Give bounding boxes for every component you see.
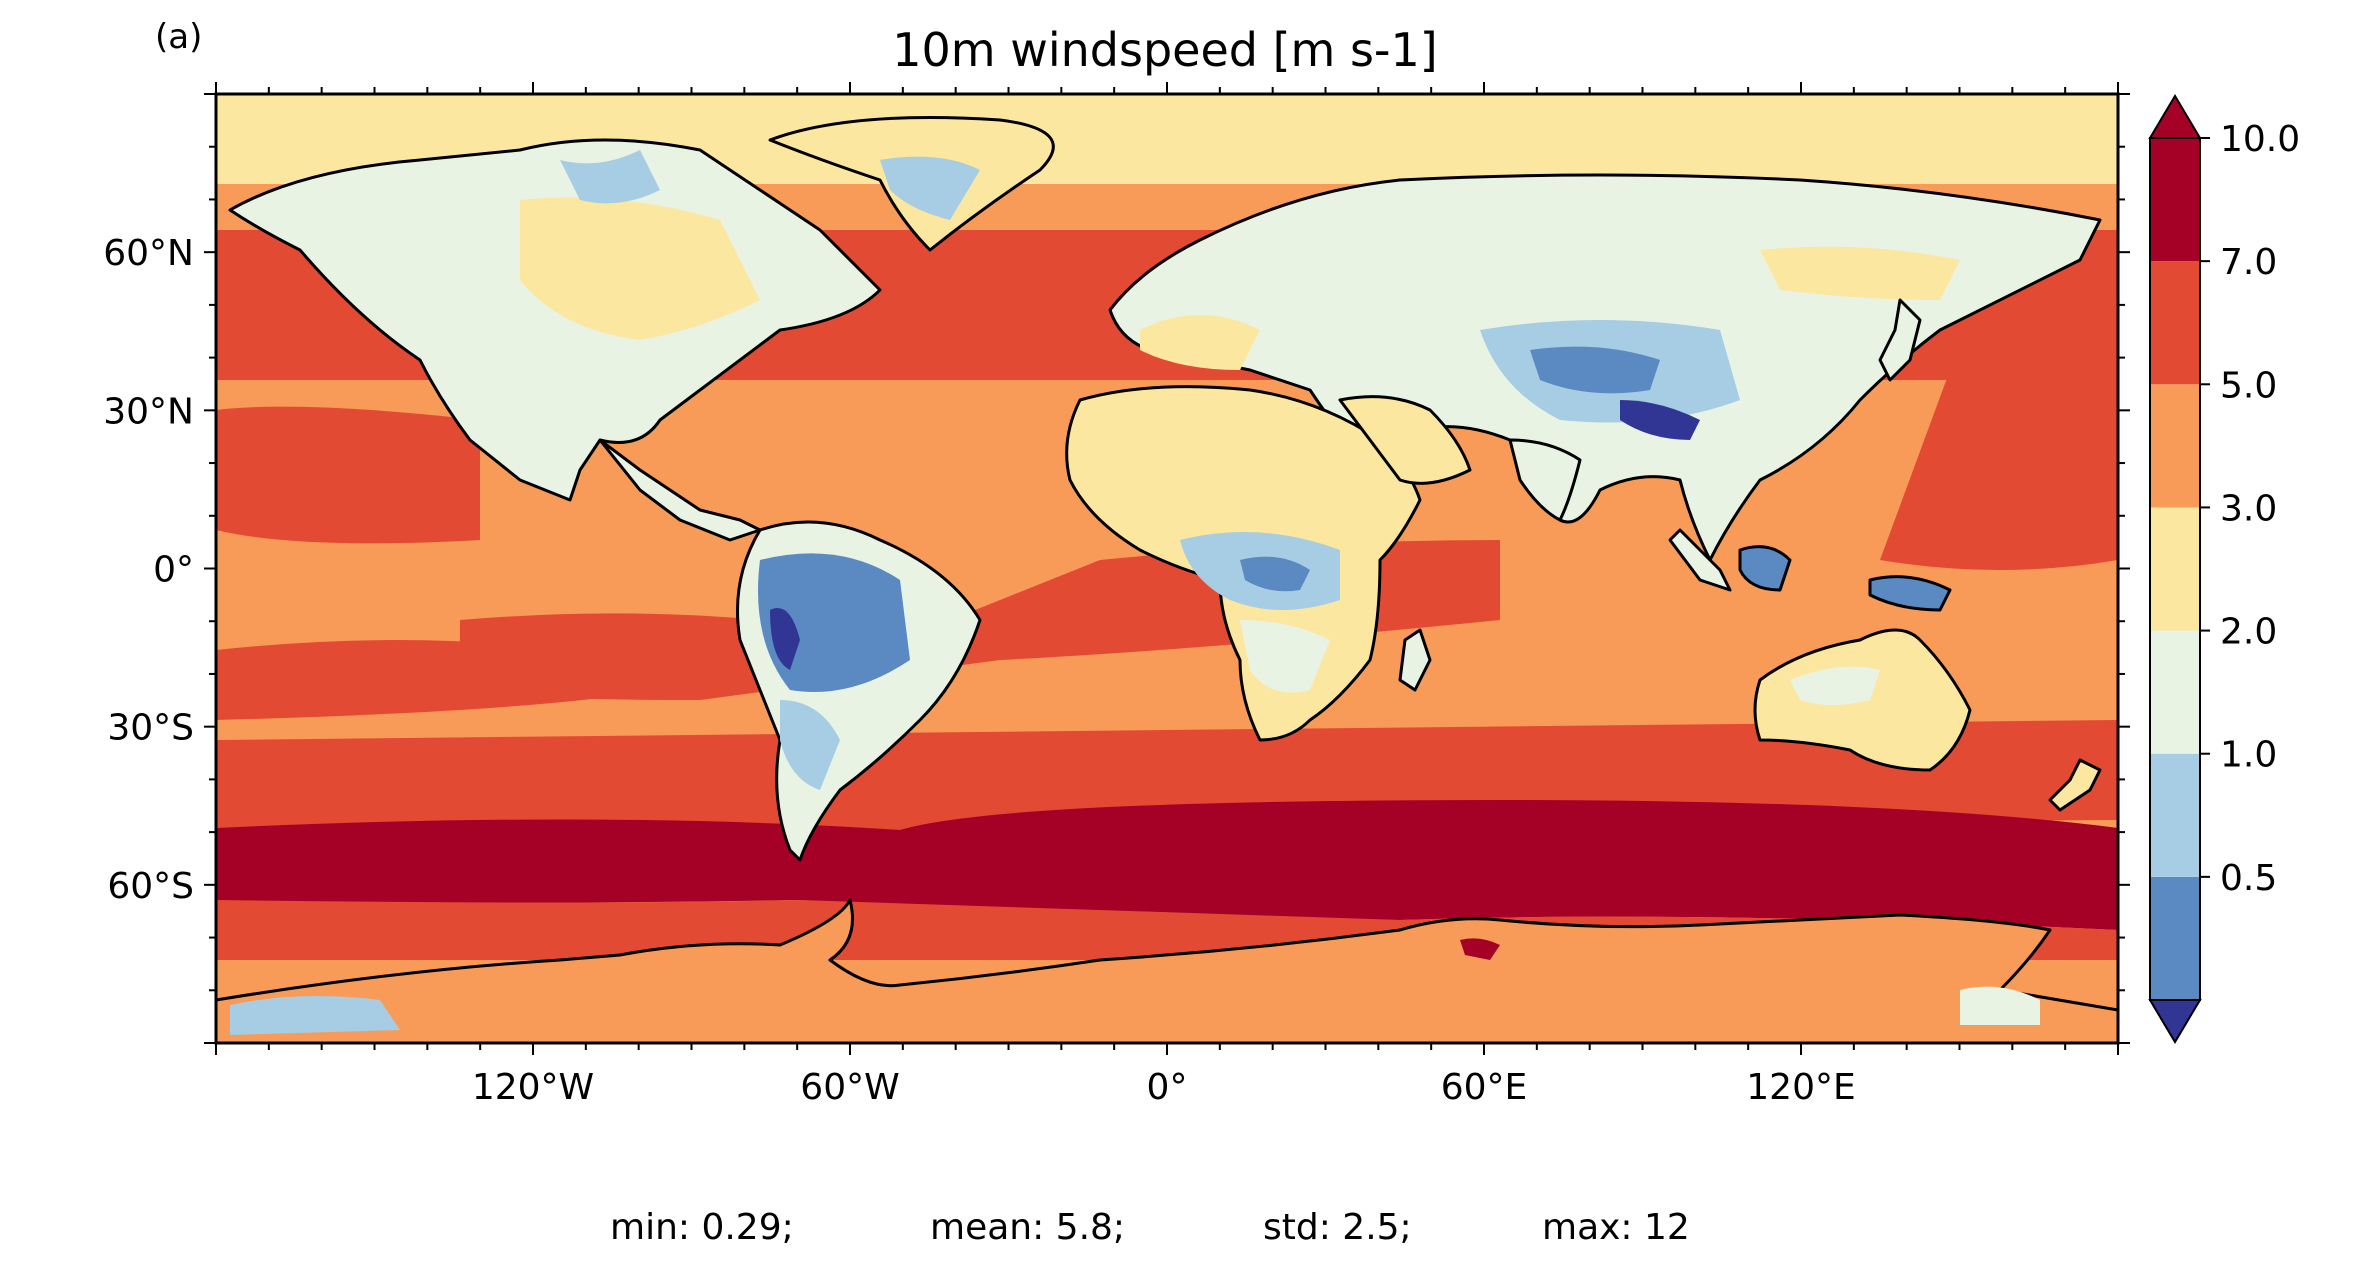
colorbar-frame — [2149, 137, 2201, 1001]
colorbar-segment — [2150, 261, 2200, 385]
colorbar-segment — [2150, 138, 2200, 262]
colorbar-extend-min — [2148, 999, 2202, 1044]
south-pacific-band-a — [216, 640, 700, 720]
y-tick-label: 0° — [153, 550, 194, 591]
arabia — [1338, 395, 1472, 485]
india — [1508, 438, 1582, 522]
x-tick-label: 0° — [1147, 1067, 1188, 1108]
colorbar-segment — [2150, 876, 2200, 1000]
y-tick-label: 60°S — [107, 866, 194, 907]
colorbar-tick-label: 10.0 — [2220, 119, 2300, 160]
stat-std: std: 2.5; — [1263, 1207, 1412, 1248]
x-axis: 120°W 60°W 0° 60°E 120°E — [215, 82, 2119, 1108]
new-guinea — [1868, 575, 1952, 612]
colorbar-tick-label: 1.0 — [2220, 735, 2277, 776]
colorbar-tick-label: 3.0 — [2220, 488, 2277, 529]
map-title: 10m windspeed [m s-1] — [892, 23, 1437, 77]
colorbar-tick-label: 0.5 — [2220, 858, 2277, 899]
y-tick-label: 30°N — [103, 391, 194, 432]
stat-min: min: 0.29; — [610, 1207, 794, 1248]
y-tick-label: 60°N — [103, 233, 194, 274]
new-zealand — [2048, 758, 2102, 812]
antarctica — [216, 898, 2118, 1043]
sumatra — [1668, 528, 1732, 592]
colorbar-tick-label: 7.0 — [2220, 242, 2277, 283]
colorbar-segment — [2150, 753, 2200, 877]
stat-max: max: 12 — [1542, 1207, 1690, 1248]
land — [216, 116, 2118, 1043]
x-tick-label: 120°E — [1746, 1067, 1855, 1108]
x-tick-label: 120°W — [472, 1067, 594, 1108]
west-pacific-trades — [1880, 366, 2118, 570]
y-axis: 60°N 30°N 0° 30°S 60°S — [103, 93, 2130, 1044]
north-pacific-trades — [216, 406, 480, 544]
y-tick-label: 30°S — [107, 708, 194, 749]
colorbar-extend-max — [2148, 94, 2202, 139]
stat-mean: mean: 5.8; — [930, 1207, 1126, 1248]
colorbar-tick-label: 5.0 — [2220, 365, 2277, 406]
southern-ocean-max-band — [216, 800, 2118, 930]
x-tick-label: 60°E — [1441, 1067, 1528, 1108]
borneo — [1738, 545, 1792, 592]
panel-label: (a) — [155, 17, 202, 57]
colorbar-segment — [2150, 630, 2200, 754]
colorbar: 10.0 7.0 5.0 3.0 2.0 1.0 0.5 — [2148, 94, 2300, 1044]
colorbar-segment — [2150, 384, 2200, 508]
colorbar-tick-label: 2.0 — [2220, 612, 2277, 653]
map-area: 120°W 60°W 0° 60°E 120°E 60°N 30°N 0° 30°S 60°S — [103, 82, 2130, 1108]
madagascar — [1398, 628, 1432, 692]
japan — [1878, 298, 1922, 382]
colorbar-segment — [2150, 507, 2200, 631]
x-tick-label: 60°W — [800, 1067, 899, 1108]
